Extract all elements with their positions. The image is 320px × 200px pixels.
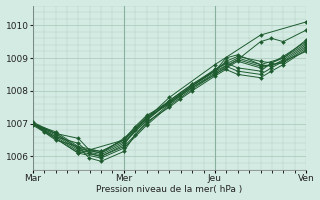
X-axis label: Pression niveau de la mer( hPa ): Pression niveau de la mer( hPa ) xyxy=(96,185,243,194)
